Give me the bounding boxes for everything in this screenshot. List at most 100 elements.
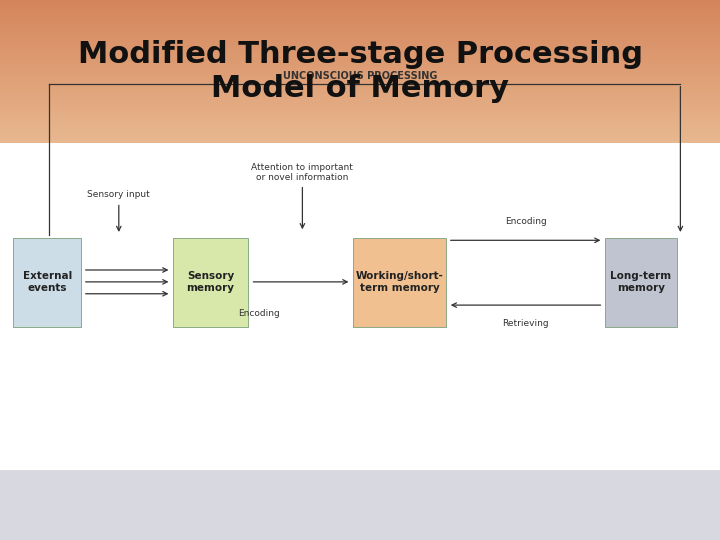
Text: Sensory input: Sensory input — [87, 190, 150, 199]
Text: Sensory
memory: Sensory memory — [186, 271, 235, 293]
Bar — [0, 25, 720, 26]
Bar — [0, 118, 720, 119]
Bar — [0, 38, 720, 39]
Bar — [0, 68, 720, 69]
Bar — [0, 120, 720, 122]
Bar — [0, 129, 720, 130]
Bar — [0, 15, 720, 16]
Bar — [0, 57, 720, 58]
Bar — [0, 39, 720, 40]
Bar — [0, 19, 720, 21]
Text: Retrieving: Retrieving — [503, 320, 549, 328]
Text: UNCONSCIOUS PROCESSING: UNCONSCIOUS PROCESSING — [283, 71, 437, 80]
Bar — [0, 2, 720, 4]
Bar — [0, 43, 720, 44]
Bar — [0, 44, 720, 45]
Bar — [0, 142, 720, 143]
Bar — [0, 143, 720, 470]
Bar — [0, 97, 720, 98]
Bar — [0, 85, 720, 86]
Bar — [173, 238, 248, 327]
Bar — [0, 32, 720, 33]
Bar — [0, 139, 720, 141]
Bar — [0, 74, 720, 75]
Bar — [0, 470, 720, 540]
Bar — [0, 116, 720, 117]
Bar — [0, 105, 720, 106]
Bar — [0, 123, 720, 124]
Bar — [0, 81, 720, 82]
Text: Encoding: Encoding — [238, 309, 280, 318]
Bar — [0, 55, 720, 56]
Bar — [0, 127, 720, 129]
Bar — [0, 23, 720, 24]
Bar — [0, 59, 720, 61]
Bar — [0, 65, 720, 67]
Bar — [0, 7, 720, 8]
Bar — [0, 94, 720, 96]
Bar — [0, 48, 720, 49]
Bar — [0, 30, 720, 31]
Bar — [0, 78, 720, 79]
Bar — [0, 102, 720, 103]
Bar — [0, 67, 720, 68]
Bar — [0, 92, 720, 93]
Bar — [0, 58, 720, 59]
Bar — [0, 69, 720, 70]
Bar — [0, 106, 720, 107]
Bar — [0, 28, 720, 29]
Bar — [0, 46, 720, 48]
Bar — [0, 110, 720, 111]
Bar — [0, 111, 720, 112]
Bar — [0, 130, 720, 131]
Bar — [0, 84, 720, 85]
Bar — [0, 35, 720, 36]
Bar — [0, 42, 720, 43]
Bar — [0, 126, 720, 127]
Bar — [0, 12, 720, 13]
Bar — [0, 62, 720, 63]
Bar — [0, 90, 720, 91]
Bar — [0, 18, 720, 19]
Bar — [0, 73, 720, 74]
Bar — [0, 31, 720, 32]
Bar — [0, 76, 720, 78]
Bar — [0, 91, 720, 92]
Bar — [0, 40, 720, 42]
Bar — [0, 13, 720, 14]
Bar — [0, 17, 720, 18]
Bar — [0, 112, 720, 113]
Bar — [0, 11, 720, 12]
Bar — [0, 53, 720, 55]
Bar — [0, 0, 720, 1]
Bar — [0, 75, 720, 76]
Bar — [0, 104, 720, 105]
Bar — [0, 16, 720, 17]
Bar — [0, 1, 720, 2]
Text: Long-term
memory: Long-term memory — [611, 271, 671, 293]
Bar — [0, 125, 720, 126]
Bar — [0, 29, 720, 30]
Bar — [0, 45, 720, 46]
Bar — [605, 238, 677, 327]
Text: Attention to important
or novel information: Attention to important or novel informat… — [251, 163, 354, 183]
Bar — [0, 22, 720, 23]
Bar — [0, 6, 720, 7]
Bar — [0, 122, 720, 123]
Bar — [0, 80, 720, 81]
Bar — [0, 33, 720, 35]
Text: Modified Three-stage Processing
Model of Memory: Modified Three-stage Processing Model of… — [78, 40, 642, 103]
Bar — [0, 100, 720, 102]
Bar — [0, 96, 720, 97]
Bar — [0, 88, 720, 90]
Bar — [0, 79, 720, 80]
Bar — [0, 4, 720, 5]
Bar — [353, 238, 446, 327]
Bar — [0, 113, 720, 114]
Bar — [0, 135, 720, 136]
Bar — [0, 64, 720, 65]
Bar — [0, 131, 720, 132]
Bar — [0, 99, 720, 100]
Bar — [0, 117, 720, 118]
Bar — [0, 49, 720, 50]
